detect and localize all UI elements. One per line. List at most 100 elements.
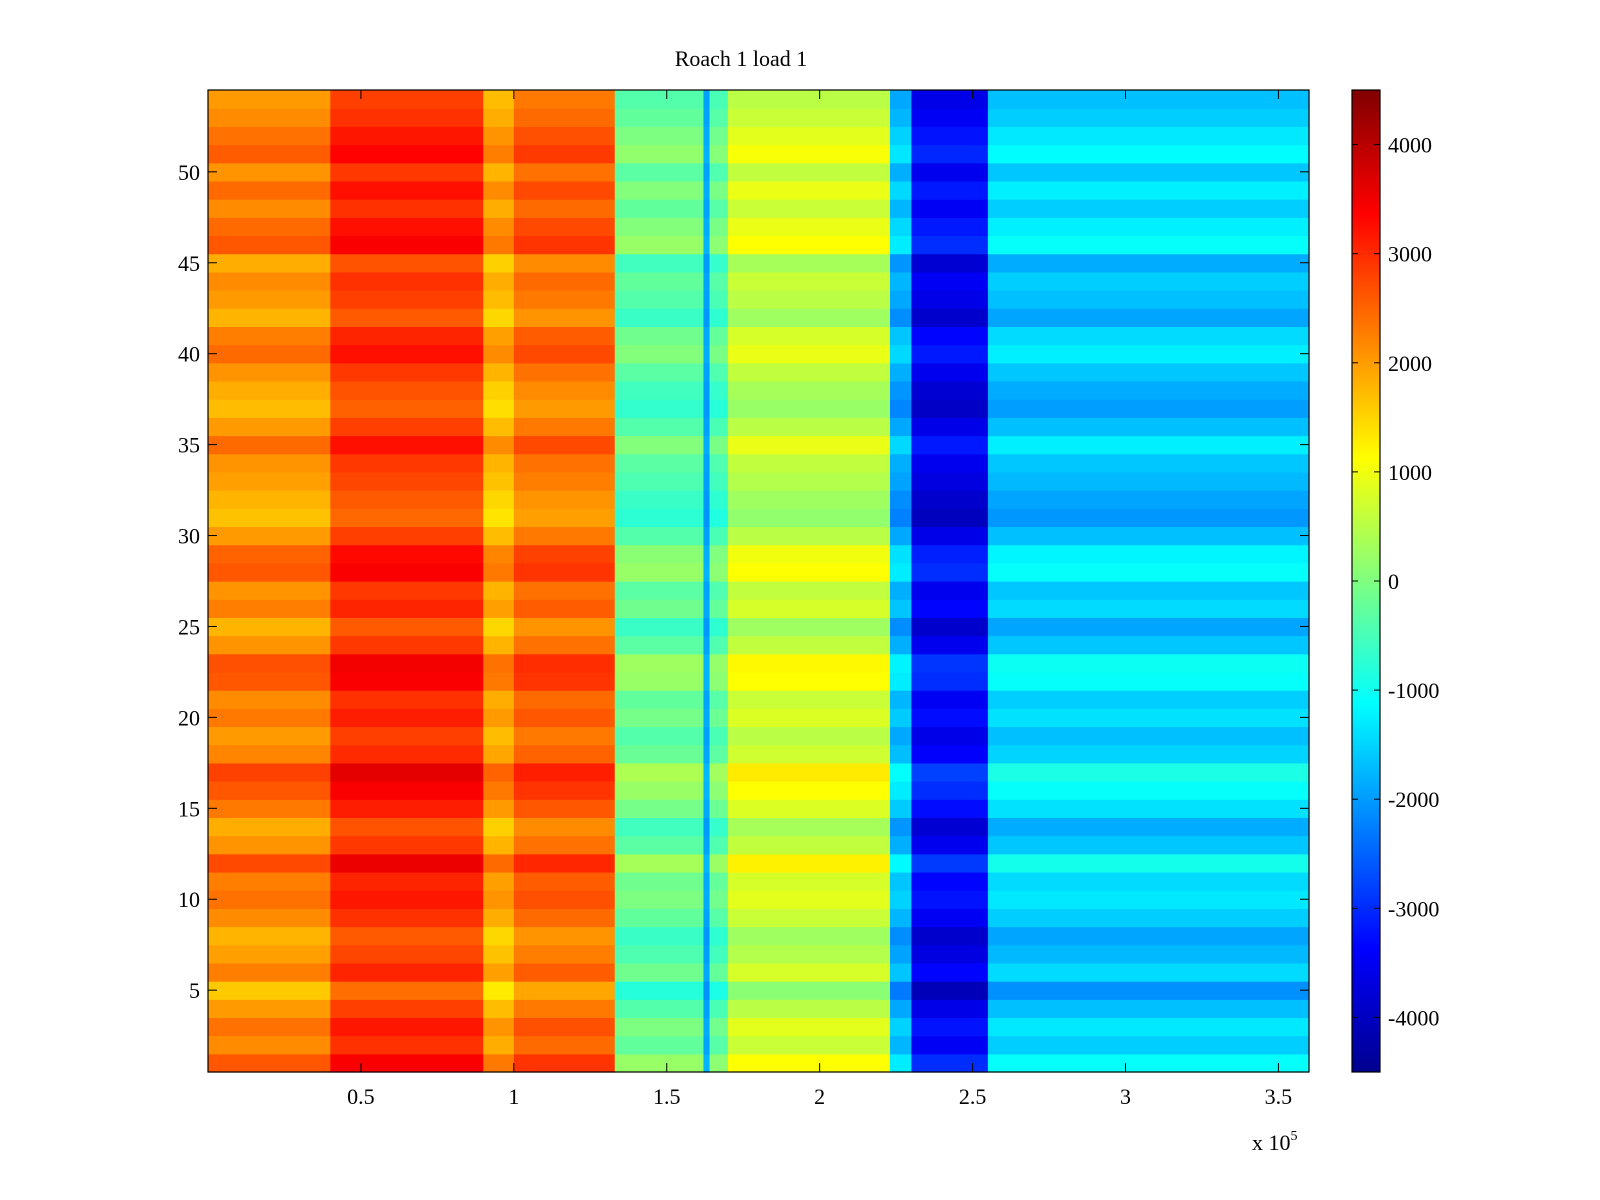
heatmap-cell [614, 544, 705, 564]
heatmap-cell [208, 90, 331, 109]
heatmap-cell [709, 435, 729, 455]
heatmap-cell [727, 708, 891, 728]
heatmap-cell [709, 471, 729, 491]
heatmap-cell [513, 762, 616, 782]
heatmap-cell [483, 108, 515, 127]
y-tick-label: 30 [178, 524, 200, 549]
heatmap-cell [709, 217, 729, 237]
heatmap-cell [703, 544, 711, 564]
heatmap-cell [513, 781, 616, 800]
heatmap-cell [483, 217, 515, 237]
heatmap-cell [709, 653, 729, 673]
heatmap-cell [703, 253, 711, 273]
heatmap-cell [330, 599, 484, 618]
heatmap-cell [987, 399, 1310, 418]
heatmap-cell [911, 562, 989, 582]
heatmap-cell [614, 581, 705, 600]
heatmap-cell [208, 453, 331, 473]
heatmap-cell [911, 344, 989, 364]
heatmap-cell [987, 926, 1310, 946]
heatmap-cell [513, 508, 616, 528]
heatmap-cell [703, 290, 711, 309]
heatmap-cell [208, 671, 331, 691]
heatmap-cell [727, 835, 891, 855]
heatmap-cell [208, 962, 331, 982]
heatmap-cell [727, 217, 891, 237]
colorbar-tick-label: 2000 [1388, 351, 1432, 376]
heatmap-cell [987, 435, 1310, 455]
heatmap-cell [727, 817, 891, 837]
heatmap-cell [330, 890, 484, 909]
heatmap-cell [513, 490, 616, 509]
heatmap-cell [483, 926, 515, 946]
heatmap-cell [709, 726, 729, 746]
heatmap-cell [911, 817, 989, 837]
chart-title: Roach 1 load 1 [675, 46, 808, 71]
heatmap-cell [890, 908, 913, 928]
heatmap-cell [483, 271, 515, 291]
heatmap-cell [330, 471, 484, 491]
heatmap-cell [208, 817, 331, 837]
heatmap-cell [987, 380, 1310, 400]
heatmap-cell [987, 453, 1310, 473]
heatmap-cell [330, 526, 484, 546]
heatmap-cell [890, 926, 913, 946]
heatmap-cell [208, 417, 331, 437]
heatmap-cell [709, 799, 729, 819]
heatmap-cell [208, 162, 331, 182]
heatmap-cell [330, 1035, 484, 1055]
heatmap-cell [483, 653, 515, 673]
heatmap-cell [208, 999, 331, 1019]
heatmap-cell [709, 326, 729, 346]
heatmap-cell [483, 90, 515, 109]
heatmap-cell [727, 435, 891, 455]
heatmap-cell [911, 962, 989, 982]
heatmap-cell [709, 581, 729, 600]
heatmap-cell [911, 90, 989, 109]
heatmap-cell [890, 344, 913, 364]
heatmap-cell [513, 162, 616, 182]
heatmap-cell [987, 944, 1310, 964]
heatmap-cell [703, 690, 711, 709]
heatmap-cell [911, 581, 989, 600]
y-tick-label: 35 [178, 433, 200, 458]
heatmap-cell [709, 362, 729, 382]
heatmap-cell [911, 435, 989, 455]
heatmap-cell [890, 562, 913, 582]
plot-frame [207, 89, 1310, 1073]
heatmap-cell [330, 508, 484, 528]
heatmap-cell [483, 490, 515, 509]
heatmap-cell [330, 344, 484, 364]
heatmap-cell [890, 981, 913, 1000]
heatmap-cell [709, 180, 729, 200]
heatmap-cell [208, 399, 331, 418]
heatmap-cell [208, 908, 331, 928]
heatmap-cell [709, 162, 729, 182]
heatmap-cell [330, 962, 484, 982]
heatmap-cell [890, 781, 913, 800]
heatmap-cell [709, 253, 729, 273]
heatmap-cell [911, 526, 989, 546]
heatmap-cell [513, 380, 616, 400]
heatmap-cell [483, 399, 515, 418]
heatmap-cell [208, 253, 331, 273]
heatmap-cell [703, 108, 711, 127]
heatmap-cell [709, 144, 729, 164]
heatmap-cell [614, 326, 705, 346]
heatmap-cell [987, 1017, 1310, 1037]
heatmap-cell [614, 1035, 705, 1055]
heatmap-cell [513, 90, 616, 109]
heatmap-cell [614, 908, 705, 928]
heatmap-cell [987, 326, 1310, 346]
heatmap-cell [208, 690, 331, 709]
heatmap-cell [513, 453, 616, 473]
heatmap-cell [709, 835, 729, 855]
heatmap-cell [208, 799, 331, 819]
heatmap-cell [483, 344, 515, 364]
heatmap-cell [614, 1053, 705, 1073]
heatmap-cell [483, 708, 515, 728]
heatmap-cell [890, 417, 913, 437]
heatmap-cell [890, 126, 913, 146]
heatmap-cell [703, 744, 711, 764]
heatmap-cell [987, 908, 1310, 928]
